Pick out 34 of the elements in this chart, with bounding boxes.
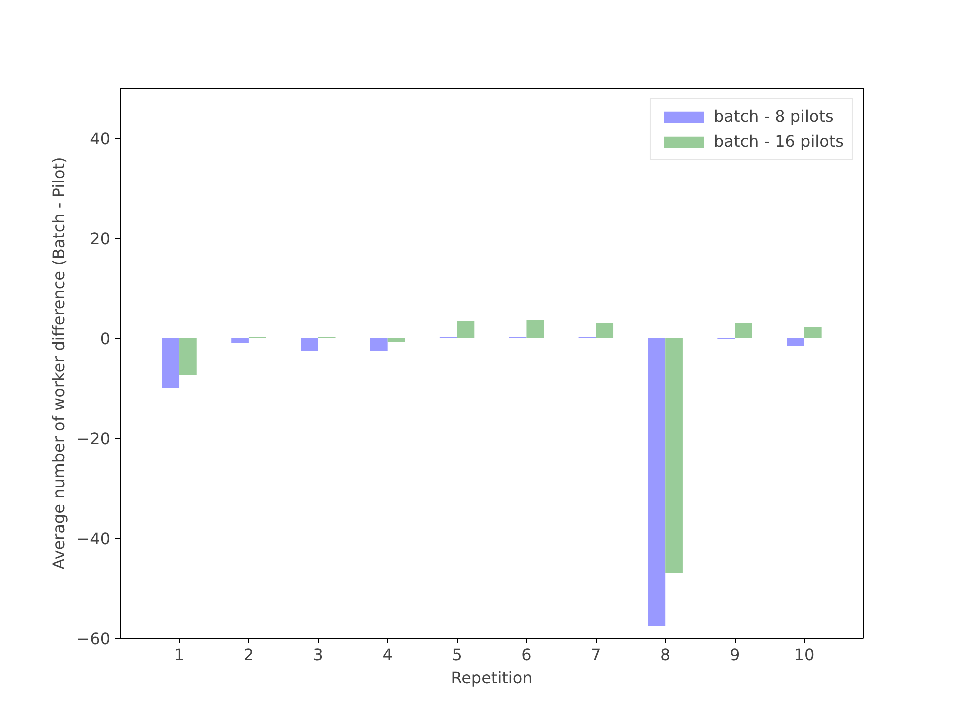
bar <box>735 323 752 338</box>
bar <box>180 338 197 376</box>
x-tick-label: 4 <box>382 646 393 664</box>
x-tick-label: 7 <box>591 646 602 664</box>
x-tick-label: 10 <box>794 646 815 664</box>
bar <box>301 338 318 351</box>
y-tick-label: −40 <box>76 530 110 548</box>
bar <box>596 323 614 338</box>
legend-label: batch - 8 pilots <box>714 107 834 126</box>
y-tick-label: −60 <box>76 630 110 648</box>
bar <box>232 338 249 344</box>
legend-label: batch - 16 pilots <box>714 132 844 151</box>
y-tick-label: 40 <box>90 130 110 148</box>
x-axis-title: Repetition <box>451 668 533 688</box>
x-tick-label: 2 <box>244 646 254 664</box>
x-tick-label: 1 <box>174 646 185 664</box>
y-tick-label: 0 <box>100 330 111 348</box>
y-tick-label: 20 <box>90 230 110 248</box>
x-tick-label: 9 <box>730 646 740 664</box>
bar <box>787 338 804 346</box>
bar <box>388 338 406 342</box>
x-tick-label: 3 <box>313 646 324 664</box>
y-axis-title: Average number of worker difference (Batch - Pilot) <box>50 157 69 570</box>
bar <box>648 338 666 626</box>
bar <box>457 322 475 338</box>
bar <box>526 320 544 338</box>
bar <box>804 328 822 338</box>
bar <box>162 338 180 388</box>
bar <box>666 338 683 574</box>
x-tick-label: 6 <box>522 646 532 664</box>
x-tick-label: 8 <box>660 646 671 664</box>
y-tick-label: −20 <box>76 430 110 448</box>
bar <box>370 338 388 351</box>
x-tick-label: 5 <box>452 646 462 664</box>
